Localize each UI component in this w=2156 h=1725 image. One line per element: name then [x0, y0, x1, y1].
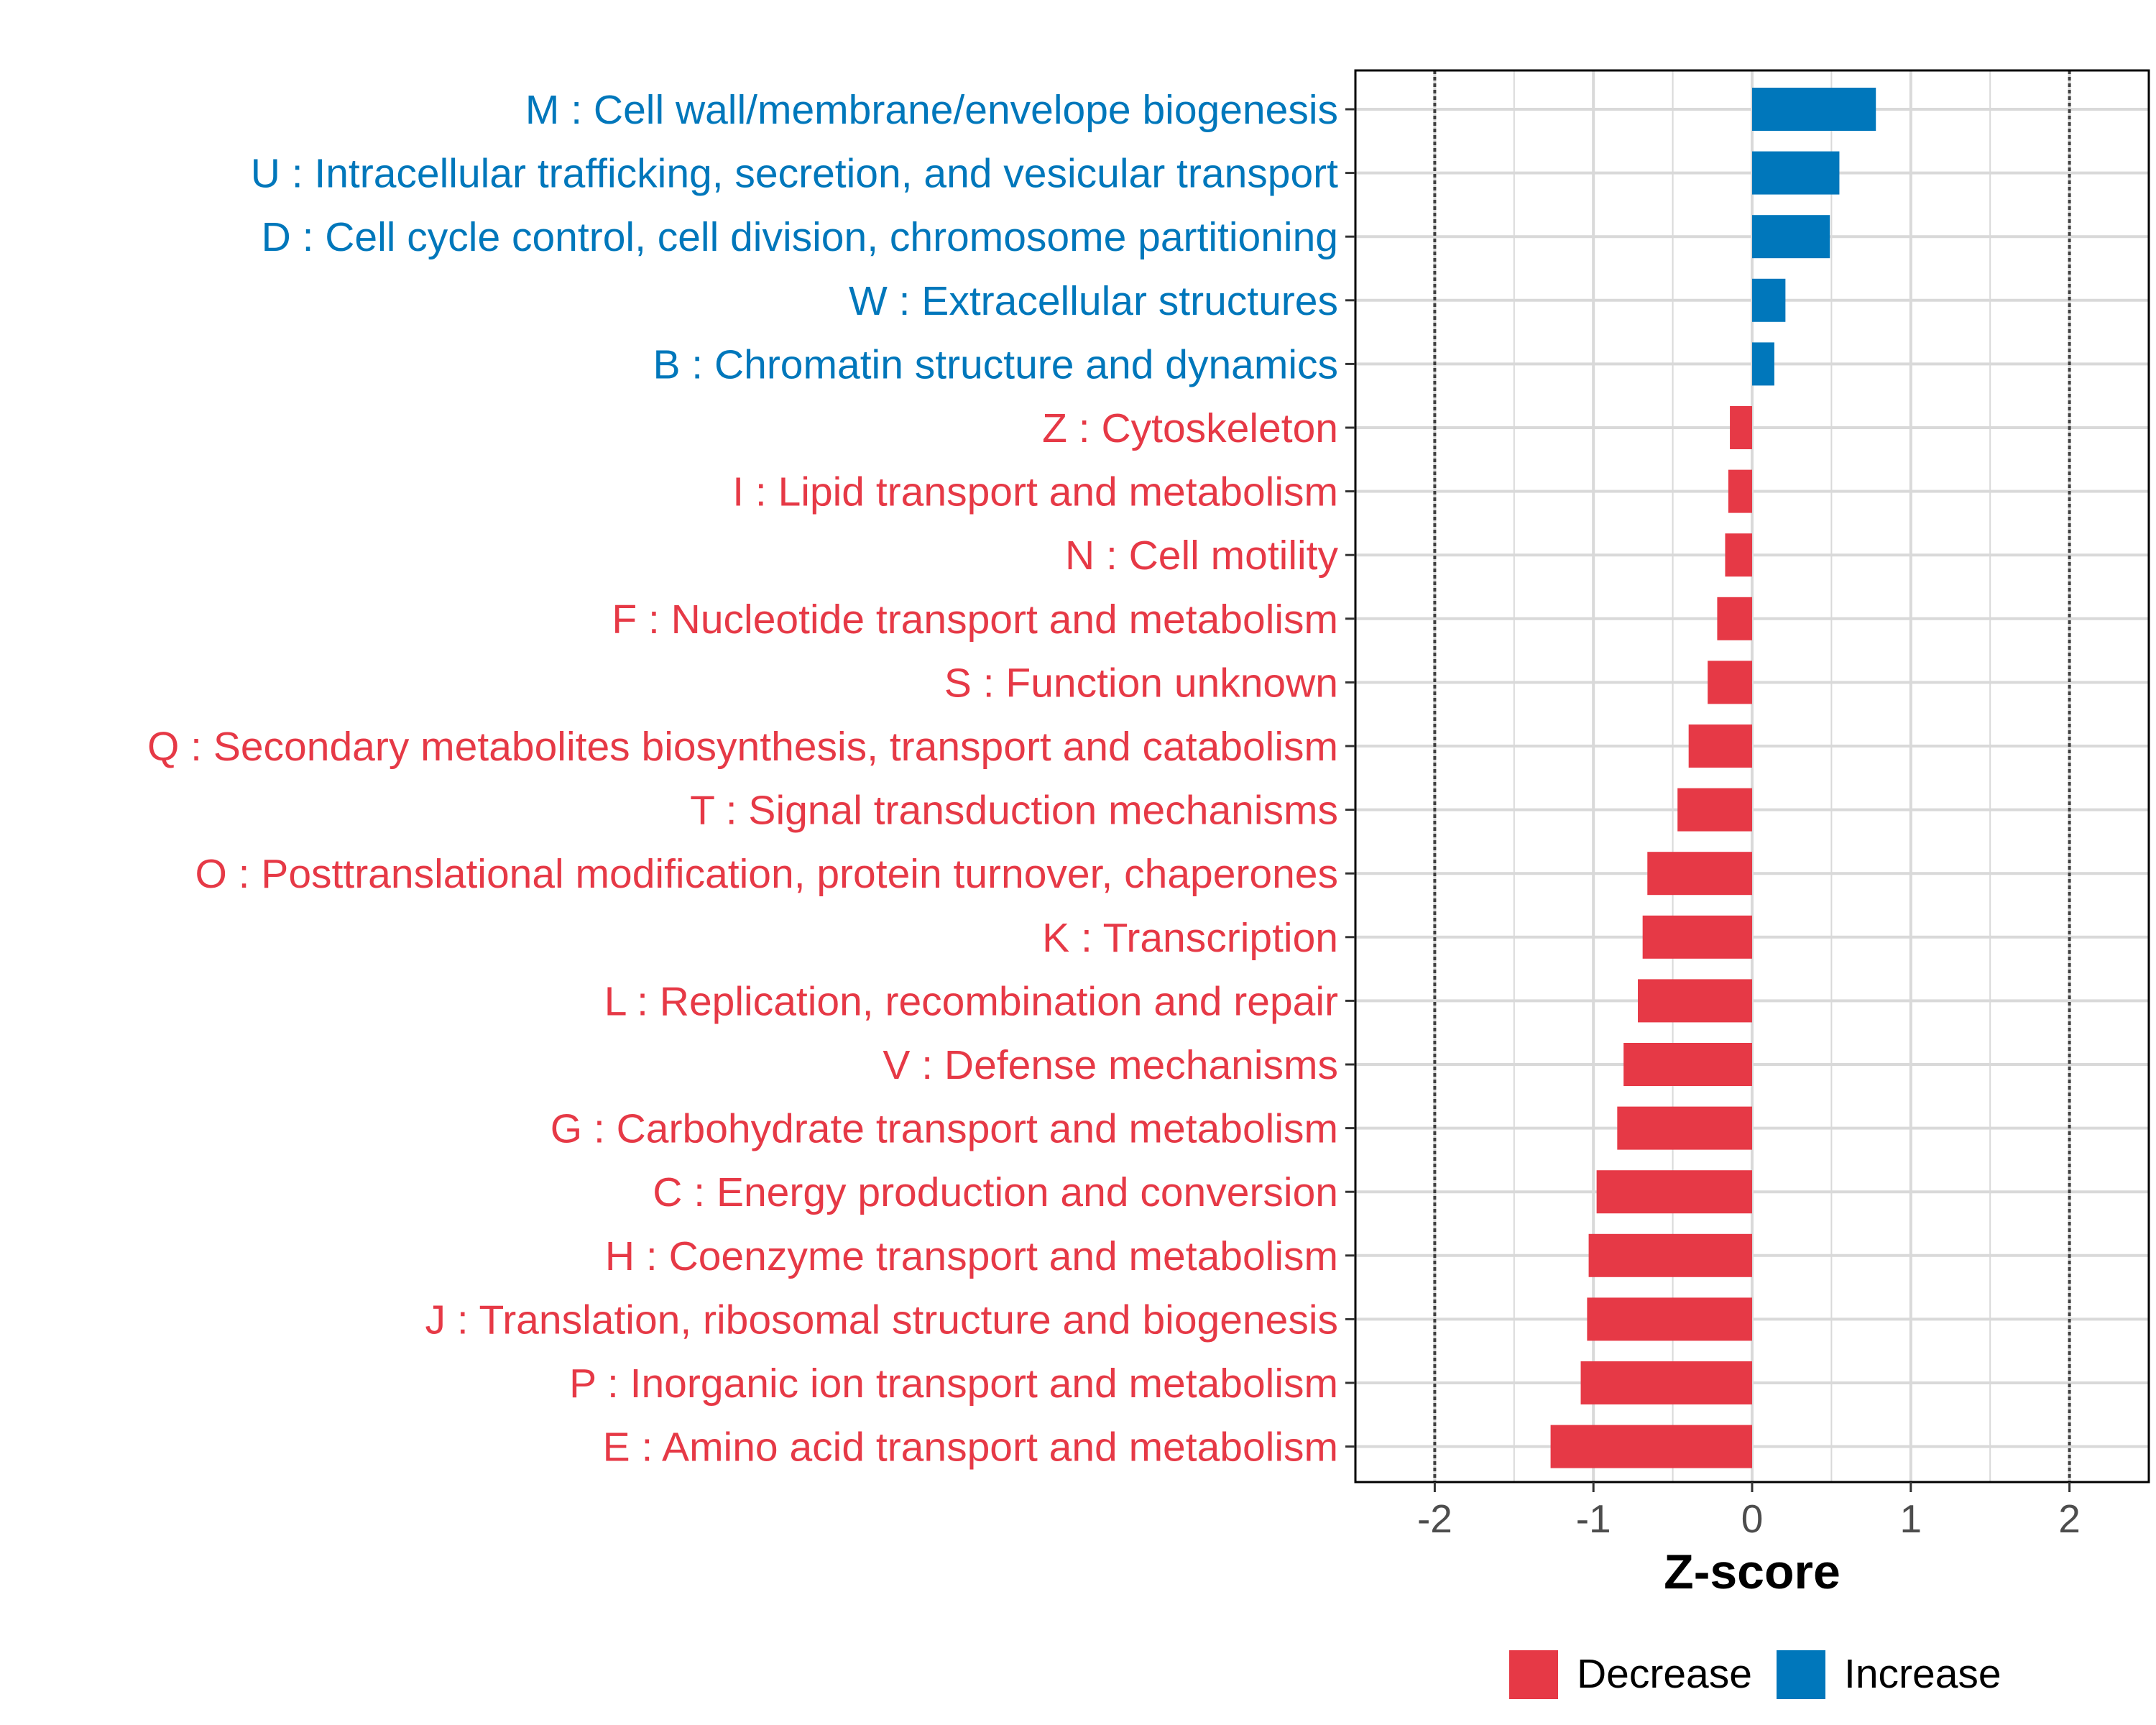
category-label: M : Cell wall/membrane/envelope biogenes… [525, 87, 1338, 133]
category-label: Z : Cytoskeleton [1042, 405, 1338, 451]
bar [1617, 1106, 1752, 1150]
category-label: N : Cell motility [1065, 533, 1339, 579]
x-tick-label: -1 [1576, 1496, 1611, 1541]
legend-label-decrease: Decrease [1577, 1651, 1752, 1697]
category-label: K : Transcription [1042, 915, 1338, 961]
category-label: T : Signal transduction mechanisms [690, 788, 1338, 834]
bar [1728, 469, 1752, 513]
x-axis-ticks: -2 -1 0 1 2 [1417, 1482, 2081, 1541]
x-axis-title: Z-score [1664, 1545, 1841, 1599]
bar [1752, 88, 1876, 131]
bar [1708, 661, 1752, 704]
legend-key-decrease [1509, 1650, 1558, 1699]
bar [1647, 852, 1752, 896]
category-label: L : Replication, recombination and repai… [604, 978, 1338, 1024]
category-label: O : Posttranslational modification, prot… [195, 851, 1338, 897]
legend-label-increase: Increase [1844, 1651, 2001, 1697]
category-label: E : Amino acid transport and metabolism [603, 1425, 1338, 1471]
bar [1717, 597, 1752, 640]
category-label: U : Intracellular trafficking, secretion… [251, 151, 1338, 197]
bar [1638, 979, 1752, 1023]
category-label: B : Chromatin structure and dynamics [653, 341, 1338, 387]
x-tick-label: 0 [1741, 1496, 1764, 1541]
legend: Decrease Increase [1509, 1650, 2001, 1699]
category-label: I : Lipid transport and metabolism [732, 469, 1338, 515]
category-label: J : Translation, ribosomal structure and… [425, 1297, 1338, 1343]
x-tick-label: 2 [2058, 1496, 2081, 1541]
bar [1752, 215, 1830, 259]
bar [1596, 1170, 1752, 1214]
bar-layer [1550, 88, 1876, 1468]
bar [1642, 915, 1752, 959]
category-label: S : Function unknown [944, 660, 1338, 706]
category-label: G : Carbohydrate transport and metabolis… [550, 1106, 1338, 1152]
bar [1580, 1361, 1752, 1404]
category-label: V : Defense mechanisms [883, 1042, 1338, 1088]
x-tick-label: -2 [1417, 1496, 1452, 1541]
category-label: W : Extracellular structures [849, 278, 1338, 324]
category-label: Q : Secondary metabolites biosynthesis, … [147, 724, 1338, 770]
bar [1587, 1297, 1752, 1341]
bar [1550, 1425, 1752, 1468]
legend-key-increase [1777, 1650, 1825, 1699]
bar [1688, 724, 1752, 768]
bar [1752, 151, 1840, 195]
category-label: C : Energy production and conversion [653, 1169, 1338, 1215]
category-label: P : Inorganic ion transport and metaboli… [569, 1361, 1338, 1407]
category-labels: M : Cell wall/membrane/envelope biogenes… [147, 87, 1339, 1471]
category-label: D : Cell cycle control, cell division, c… [262, 214, 1338, 260]
category-label: H : Coenzyme transport and metabolism [605, 1233, 1338, 1279]
category-label: F : Nucleotide transport and metabolism [612, 597, 1338, 643]
bar [1677, 788, 1752, 832]
bar [1752, 342, 1774, 386]
x-tick-label: 1 [1900, 1496, 1922, 1541]
bar [1623, 1043, 1752, 1086]
bar [1730, 406, 1752, 449]
bar [1752, 278, 1786, 322]
y-axis-ticks [1345, 108, 1355, 1448]
bar [1588, 1233, 1752, 1277]
bar [1725, 533, 1752, 577]
